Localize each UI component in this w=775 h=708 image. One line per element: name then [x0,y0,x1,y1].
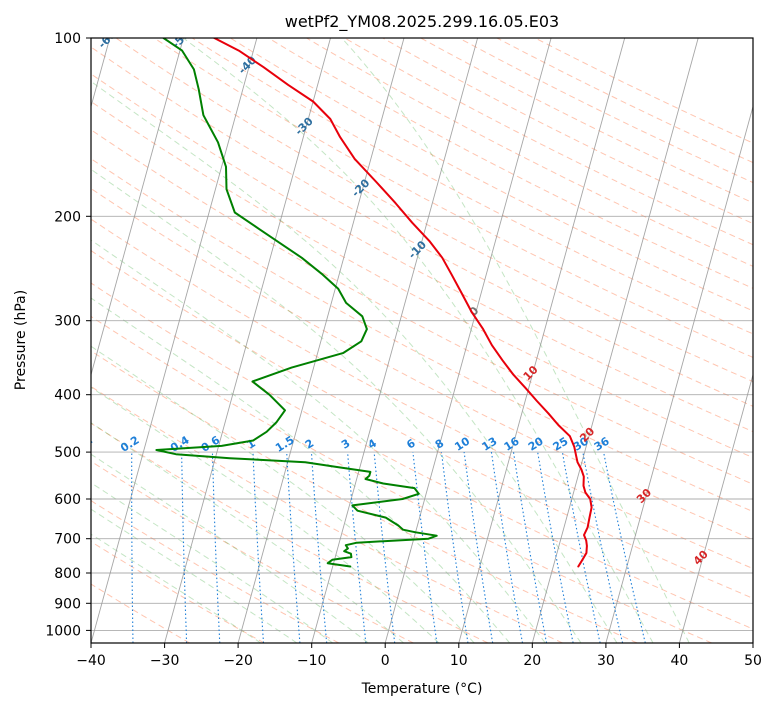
isotherm-line [384,38,552,643]
dry-adiabat [91,385,563,643]
temperature-profile-line [213,38,593,568]
dry-adiabat [91,583,190,643]
x-tick-label: −30 [150,653,180,669]
mixing-ratio-line [561,452,601,643]
isotherm-line [678,373,753,643]
mixing-ratio-line [463,452,494,643]
mixing-ratio-line [373,452,396,643]
dry-adiabat [91,350,638,643]
mixing-ratio-line [603,451,646,643]
moist-adiabat [91,386,440,643]
x-tick-label: 10 [450,653,468,669]
mixing-ratio-label: 0.1 [71,433,94,454]
x-tick-label: 30 [597,653,615,669]
dewpoint-profile-line [155,38,438,568]
dry-adiabat [91,460,414,643]
dry-adiabat [91,46,753,407]
x-tick-label: −20 [223,653,253,669]
mixing-ratio-line [537,452,574,643]
dry-adiabat [91,187,753,541]
mixing-ratio-line [440,452,469,643]
y-tick-label: 700 [54,532,81,548]
dry-adiabat [91,315,712,643]
x-tick-label: −40 [76,653,106,669]
x-tick-label: −10 [297,653,327,669]
isotherm-line [458,38,626,643]
x-tick-label: 0 [381,653,390,669]
y-axis-label: Pressure (hPa) [13,290,29,390]
y-tick-label: 100 [54,31,81,47]
chart-title: wetPf2_YM08.2025.299.16.05.E03 [285,12,559,32]
dry-adiabat [91,541,265,643]
isotherm-line [237,38,405,643]
y-tick-label: 300 [54,314,81,330]
dry-adiabat [91,250,753,599]
moist-adiabat [91,239,546,643]
dry-adiabat [91,158,753,513]
y-tick-label: 500 [54,445,81,461]
y-tick-label: 800 [54,566,81,582]
moist-adiabat [91,508,298,643]
dry-adiabat [91,422,489,643]
isotherm-line [91,38,258,643]
moist-adiabat [91,345,475,643]
moist-adiabat [182,38,654,643]
x-tick-label: 20 [523,653,541,669]
y-tick-label: 1000 [45,623,81,639]
isotherm-line [311,38,479,643]
x-tick-label: 40 [670,653,688,669]
x-axis-label: Temperature (°C) [361,681,483,697]
dry-adiabat [191,38,753,335]
y-tick-label: 400 [54,388,81,404]
isotherm-line [531,38,699,643]
dry-adiabat [153,38,753,358]
x-tick-label: 50 [744,653,762,669]
y-tick-label: 900 [54,596,81,612]
isotherm-line [91,38,184,377]
y-tick-label: 200 [54,209,81,225]
isotherm-line [605,104,753,643]
dry-adiabat [91,73,753,433]
mixing-ratio-line [412,452,438,643]
y-tick-label: 600 [54,492,81,508]
moist-adiabat [341,38,690,643]
plot-frame [90,37,754,644]
mixing-ratio-line [582,451,624,643]
mixing-ratio-line [347,452,367,643]
dry-adiabat [91,282,753,630]
isotherm-line [164,38,331,643]
dry-adiabat [91,218,753,570]
mixing-ratio-line [310,452,328,643]
